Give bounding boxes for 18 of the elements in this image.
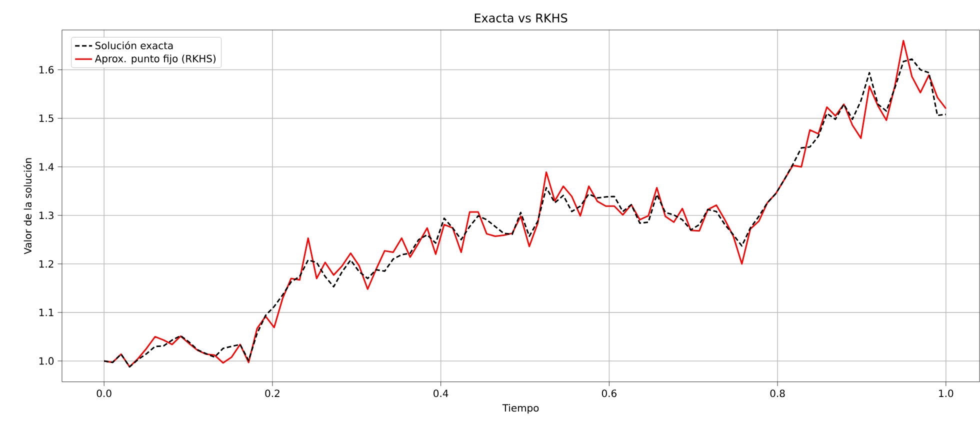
y-tick-label: 1.4 [39, 163, 54, 171]
y-tick-label: 1.0 [39, 357, 54, 365]
legend-label: Aprox. punto fijo (RKHS) [94, 54, 216, 64]
x-tick-label: 0.2 [265, 390, 280, 398]
x-tick-label: 0.6 [602, 390, 616, 398]
x-tick-label: 0.4 [434, 390, 448, 398]
y-tick-label: 1.3 [39, 212, 54, 220]
y-tick-label: 1.2 [39, 260, 54, 268]
legend-label: Solución exacta [95, 41, 173, 50]
x-tick-label: 1.0 [939, 390, 954, 398]
chart-title: Exacta vs RKHS [474, 14, 568, 23]
x-tick-label: 0.0 [96, 390, 112, 398]
x-axis-title: Tiempo [502, 404, 539, 414]
x-tick-label: 0.8 [770, 390, 785, 398]
y-axis-title: Valor de la solución [23, 158, 32, 254]
y-tick-label: 1.5 [39, 114, 54, 122]
y-tick-label: 1.1 [39, 308, 54, 316]
y-tick-label: 1.6 [39, 66, 54, 74]
